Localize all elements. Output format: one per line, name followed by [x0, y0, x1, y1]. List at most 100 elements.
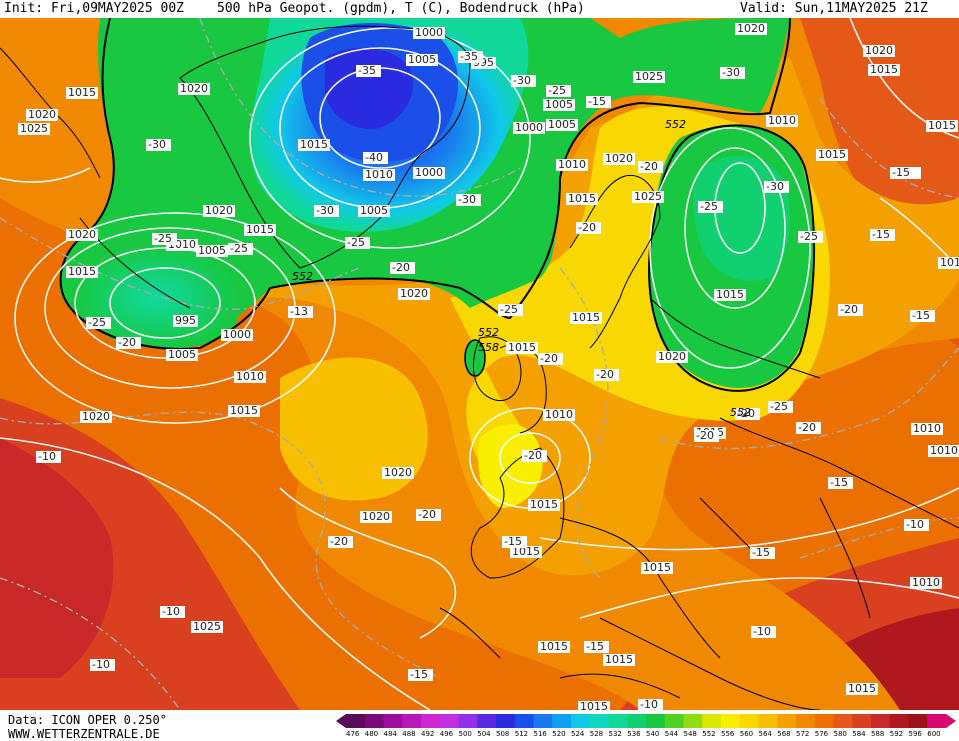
legend-swatch — [458, 714, 478, 728]
svg-text:-35: -35 — [358, 64, 376, 77]
legend-tick-label: 596 — [908, 730, 922, 738]
legend-tick-label: 540 — [646, 730, 660, 738]
temperature-label: -35 — [458, 50, 483, 63]
temperature-label: -40 — [363, 151, 388, 164]
svg-text:1010: 1010 — [913, 422, 941, 435]
legend-tick-label: 560 — [739, 730, 754, 738]
geopotential-label: 552 — [665, 118, 686, 131]
temperature-label: -25 — [698, 200, 723, 213]
pressure-label: 1015 — [66, 265, 98, 278]
temperature-label: -10 — [160, 605, 185, 618]
svg-text:-25: -25 — [500, 303, 518, 316]
temperature-label: -20 — [796, 421, 821, 434]
svg-text:1020: 1020 — [384, 466, 412, 479]
color-legend — [336, 714, 956, 728]
pressure-label: 1015 — [566, 192, 598, 205]
legend-tick-label: 576 — [814, 730, 829, 738]
legend-swatch — [721, 714, 741, 728]
svg-text:-15: -15 — [912, 309, 930, 322]
contour-558-ireland — [464, 339, 486, 377]
svg-text:1015: 1015 — [508, 341, 536, 354]
pressure-label: 1020 — [656, 350, 688, 363]
weather-map: 1000 1005 995 1020 1020 1015 1020 1025 1005 1000 1… — [0, 18, 959, 710]
pressure-label: 1015 — [528, 498, 560, 511]
legend-tick-label: 584 — [852, 730, 866, 738]
svg-text:-25: -25 — [230, 242, 248, 255]
svg-text:1015: 1015 — [848, 682, 876, 695]
svg-text:1015: 1015 — [68, 265, 96, 278]
legend-swatch — [496, 714, 516, 728]
legend-swatch — [927, 714, 947, 728]
svg-text:1010: 1010 — [912, 576, 940, 589]
svg-text:-25: -25 — [800, 230, 818, 243]
legend-swatch — [514, 714, 534, 728]
legend-tick-label: 524 — [571, 730, 585, 738]
legend-swatch — [908, 714, 928, 728]
pressure-label: 1000 — [413, 166, 445, 179]
svg-text:1010: 1010 — [768, 114, 796, 127]
temperature-label: -30 — [764, 180, 789, 193]
svg-text:1005: 1005 — [360, 204, 388, 217]
svg-text:1015: 1015 — [246, 223, 274, 236]
svg-text:1025: 1025 — [20, 122, 48, 135]
svg-text:-15: -15 — [892, 166, 910, 179]
pressure-label: 1015 — [538, 640, 570, 653]
svg-text:-30: -30 — [148, 138, 166, 151]
pressure-label: 1010 — [910, 576, 942, 589]
svg-text:1015: 1015 — [605, 653, 633, 666]
svg-text:-25: -25 — [154, 232, 172, 245]
legend-swatch — [814, 714, 834, 728]
svg-text:1020: 1020 — [205, 204, 233, 217]
svg-text:1010: 1010 — [940, 256, 959, 269]
svg-text:-10: -10 — [92, 658, 110, 671]
temperature-label: -15 — [584, 640, 609, 653]
temperature-label: -20 — [538, 352, 563, 365]
pressure-label: 1010 — [363, 168, 395, 181]
svg-text:1000: 1000 — [223, 328, 251, 341]
svg-text:-20: -20 — [418, 508, 436, 521]
temperature-label: -25 — [345, 236, 370, 249]
svg-text:1010: 1010 — [930, 444, 958, 457]
pressure-label: 1020 — [178, 82, 210, 95]
svg-text:1015: 1015 — [580, 700, 608, 710]
svg-text:1020: 1020 — [28, 108, 56, 121]
svg-text:1005: 1005 — [408, 53, 436, 66]
svg-text:-20: -20 — [798, 421, 816, 434]
valid-time: Valid: Sun,11MAY2025 21Z — [740, 1, 928, 16]
svg-text:1005: 1005 — [545, 98, 573, 111]
svg-text:1015: 1015 — [568, 192, 596, 205]
temperature-label: -10 — [904, 518, 929, 531]
geopotential-label: 558 — [478, 341, 499, 354]
legend-tick-label: 552 — [702, 730, 716, 738]
svg-text:1000: 1000 — [515, 121, 543, 134]
legend-tick-label: 592 — [889, 730, 904, 738]
temperature-label: -15 — [586, 95, 611, 108]
map-header: Init: Fri,09MAY2025 00Z 500 hPa Geopot. … — [0, 0, 959, 18]
temperature-label: -20 — [416, 508, 441, 521]
pressure-label: 1020 — [203, 204, 235, 217]
svg-text:1015: 1015 — [300, 138, 328, 151]
legend-swatch — [796, 714, 816, 728]
temperature-label: -10 — [36, 450, 61, 463]
pressure-label: 1005 — [358, 204, 390, 217]
svg-text:-15: -15 — [586, 640, 604, 653]
legend-swatch — [383, 714, 403, 728]
pressure-label: 1015 — [816, 148, 848, 161]
legend-tick-label: 572 — [796, 730, 810, 738]
svg-text:-30: -30 — [316, 204, 334, 217]
svg-text:1010: 1010 — [558, 158, 586, 171]
temperature-label: -15 — [828, 476, 853, 489]
legend-swatch — [364, 714, 384, 728]
legend-swatch — [533, 714, 553, 728]
temperature-label: -10 — [751, 625, 776, 638]
svg-text:-20: -20 — [118, 336, 136, 349]
pressure-label: 1010 — [911, 422, 943, 435]
pressure-label: 1015 — [244, 223, 276, 236]
legend-tick-label: 516 — [533, 730, 547, 738]
svg-text:-10: -10 — [162, 605, 180, 618]
svg-text:1025: 1025 — [634, 190, 662, 203]
pressure-label: 1005 — [406, 53, 438, 66]
svg-text:-15: -15 — [830, 476, 848, 489]
